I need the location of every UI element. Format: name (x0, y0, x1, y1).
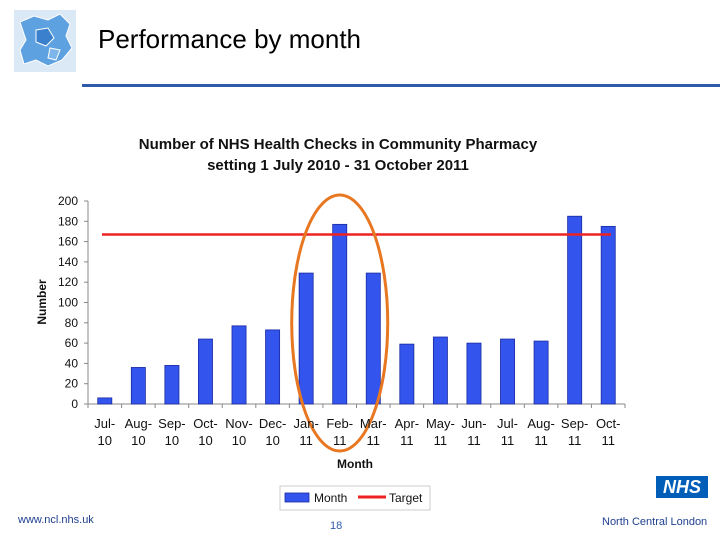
bar (533, 340, 549, 405)
org-name: North Central London (602, 516, 708, 528)
x-axis-label: Month (337, 457, 373, 471)
bar (97, 397, 113, 405)
bar (600, 225, 616, 405)
y-tick-label: 60 (65, 336, 79, 350)
footer-url[interactable]: www.ncl.nhs.uk (18, 514, 94, 526)
nhs-logo: NHS (656, 476, 708, 498)
x-tick-label: May- (426, 416, 455, 431)
title-divider (82, 84, 720, 87)
bar (432, 336, 448, 405)
x-tick-label: Jul- (94, 416, 115, 431)
chart-legend: Month Target (279, 485, 431, 511)
x-tick-label: Jan- (294, 416, 319, 431)
bar (130, 367, 146, 405)
x-tick-label: 10 (98, 433, 112, 448)
x-tick-label: 11 (568, 433, 582, 448)
x-tick-label: Nov- (225, 416, 252, 431)
slide-title: Performance by month (98, 24, 362, 54)
x-tick-label: Mar- (360, 416, 387, 431)
x-tick-label: 11 (467, 433, 481, 448)
y-tick-label: 180 (58, 214, 78, 228)
x-tick-label: Aug- (125, 416, 152, 431)
x-tick-label: 10 (265, 433, 279, 448)
bar (265, 329, 281, 405)
y-tick-label: 40 (65, 356, 79, 370)
y-tick-label: 20 (65, 377, 79, 391)
x-tick-label: Dec- (259, 416, 286, 431)
chart-title-line2: setting 1 July 2010 - 31 October 2011 (207, 157, 469, 174)
bar (466, 342, 482, 405)
x-tick-label: Oct- (193, 416, 218, 431)
y-tick-label: 200 (58, 194, 78, 208)
y-tick-label: 140 (58, 255, 78, 269)
x-tick-label: Oct- (596, 416, 621, 431)
nhs-region-map-logo (14, 10, 76, 72)
highlight-ellipse (290, 193, 390, 453)
y-tick-label: 0 (71, 397, 78, 411)
x-tick-label: 11 (299, 433, 313, 448)
bar (198, 338, 213, 405)
bar (332, 223, 348, 405)
bar (164, 365, 180, 405)
y-axis-label: Number (35, 279, 49, 325)
x-tick-label: 10 (198, 433, 212, 448)
x-tick-label: 10 (131, 433, 145, 448)
bar (567, 215, 583, 405)
x-tick-label: Jul- (497, 416, 518, 431)
x-tick-label: Feb- (326, 416, 353, 431)
x-tick-label: Sep- (158, 416, 185, 431)
bar (365, 272, 381, 405)
y-tick-label: 160 (58, 235, 78, 249)
x-tick-label: Apr- (395, 416, 420, 431)
legend-target-label: Target (389, 491, 423, 505)
page-number: 18 (330, 520, 343, 532)
x-tick-label: Sep- (561, 416, 588, 431)
x-tick-label: 11 (501, 433, 515, 448)
x-tick-label: 11 (434, 433, 448, 448)
y-tick-label: 120 (58, 275, 78, 289)
x-tick-label: 11 (367, 433, 381, 448)
legend-bar-swatch (284, 492, 310, 503)
x-tick-label: 11 (534, 433, 548, 448)
x-tick-label: 10 (165, 433, 179, 448)
bar (500, 338, 515, 405)
bar (399, 343, 415, 405)
x-tick-label: 11 (400, 433, 414, 448)
bar (231, 325, 247, 405)
y-tick-label: 100 (58, 296, 78, 310)
legend-month-label: Month (314, 491, 347, 505)
chart-title-line1: Number of NHS Health Checks in Community… (139, 136, 538, 153)
x-tick-label: 10 (232, 433, 246, 448)
x-tick-label: 11 (333, 433, 347, 448)
x-tick-label: Aug- (527, 416, 554, 431)
x-tick-label: Jun- (461, 416, 486, 431)
y-tick-label: 80 (65, 316, 79, 330)
bar (298, 272, 314, 405)
x-tick-label: 11 (601, 433, 615, 448)
